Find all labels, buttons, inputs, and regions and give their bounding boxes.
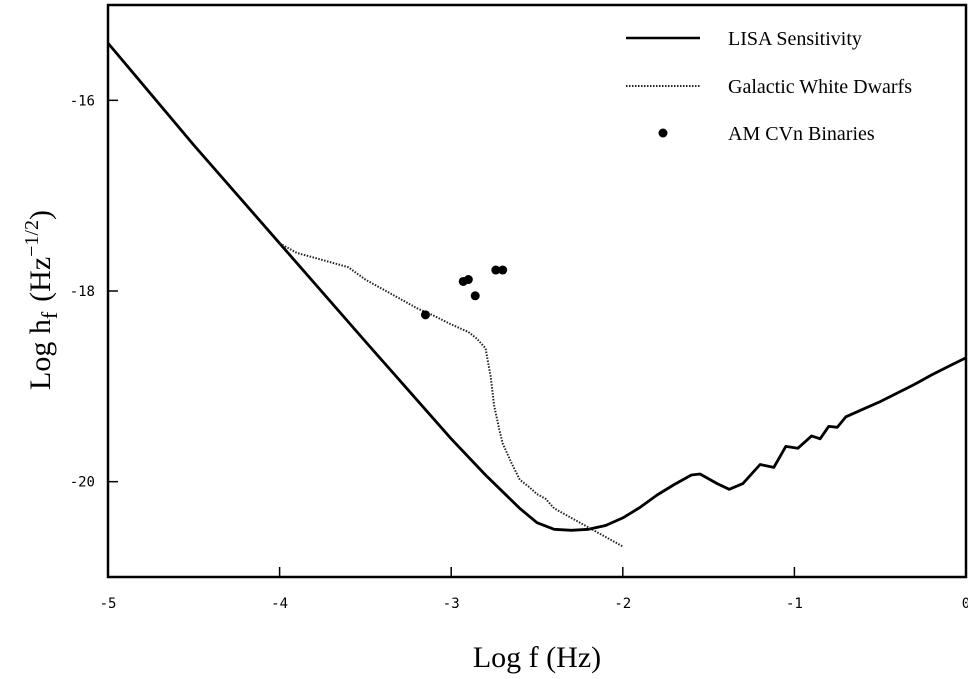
legend: LISA Sensitivity Galactic White Dwarfs A… <box>626 28 912 145</box>
legend-label-lisa-sensitivity: LISA Sensitivity <box>728 28 862 50</box>
y-axis-title: Log hf (Hz−1/2) <box>21 210 62 390</box>
data-point-am-cvn-binary <box>470 291 480 301</box>
series-line-galactic-white-dwarfs <box>279 242 624 548</box>
legend-label-galactic-white-dwarfs: Galactic White Dwarfs <box>728 76 912 98</box>
ticks <box>107 99 967 577</box>
y-axis-title-subscript: f <box>37 311 62 319</box>
series-line-lisa-sensitivity <box>106 42 967 532</box>
x-tick-label: -3 <box>443 596 460 612</box>
y-tick-label: -20 <box>70 475 95 491</box>
data-point-am-cvn-binary <box>463 275 473 285</box>
y-axis-title-exponent: −1/2 <box>21 220 43 257</box>
y-axis-title-unit-close: ) <box>24 210 57 220</box>
x-tick-label: -2 <box>614 596 631 612</box>
legend-swatch-am-cvn-binaries <box>658 128 668 138</box>
y-axis-title-unit: (Hz <box>24 257 57 302</box>
tick-labels: -5 -4 -3 -2 -1 0 -16 -18 -20 <box>70 93 968 612</box>
x-axis-title: Log f (Hz) <box>473 641 601 674</box>
data-point-am-cvn-binary <box>491 265 501 275</box>
y-axis-title-main: Log h <box>24 319 57 390</box>
legend-label-am-cvn-binaries: AM CVn Binaries <box>728 123 875 145</box>
data-point-am-cvn-binary <box>498 265 508 275</box>
x-tick-label: -1 <box>786 596 803 612</box>
y-tick-label: -18 <box>70 284 95 300</box>
x-tick-label: 0 <box>962 596 968 612</box>
y-tick-label: -16 <box>70 93 95 109</box>
plot-area <box>106 42 967 548</box>
data-point-am-cvn-binary <box>420 310 430 320</box>
x-tick-label: -5 <box>100 596 117 612</box>
x-tick-label: -4 <box>271 596 288 612</box>
